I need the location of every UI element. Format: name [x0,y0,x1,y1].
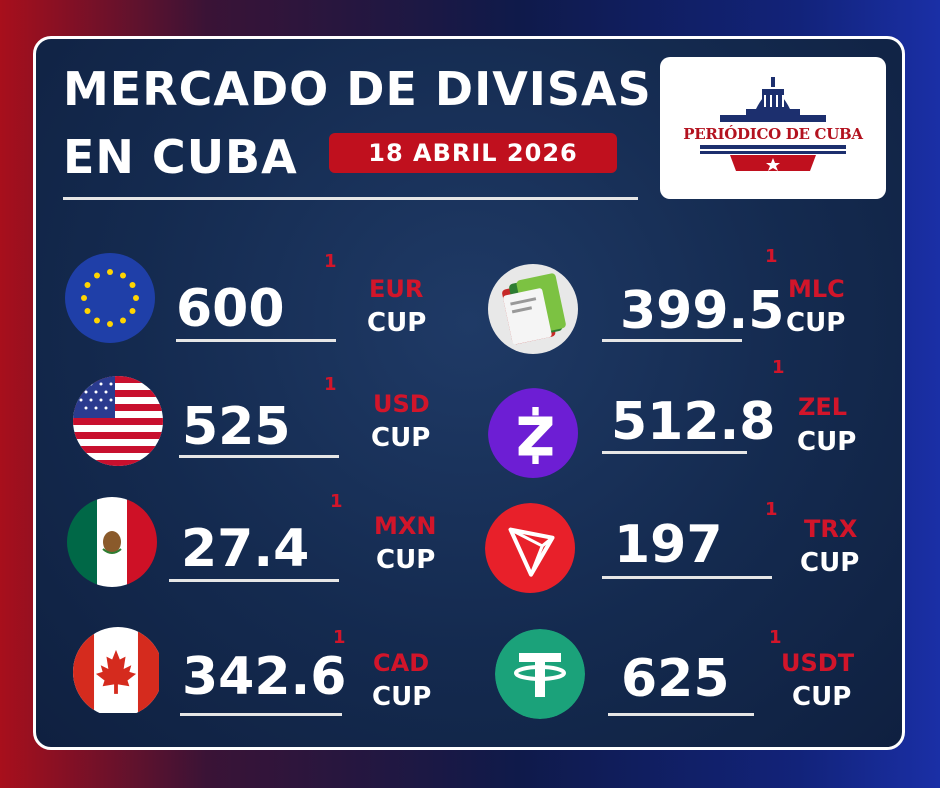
page-title-line2: EN CUBA [63,130,298,184]
mlc-rate-value: 399.5 [620,281,785,341]
eur-rate-value: 600 [176,279,285,339]
usdt-code: USDT [781,649,855,677]
mxn-code: MXN [374,512,437,540]
cad-marker: 1 [333,627,346,648]
usdt-marker: 1 [769,627,782,648]
periodico-de-cuba-logo: PERIÓDICO DE CUBA [660,57,886,199]
page-title-line1: MERCADO DE DIVISAS [63,62,652,116]
zel-marker: 1 [772,357,785,378]
eur-marker: 1 [324,251,337,272]
zel-unit: CUP [797,427,857,457]
trx-marker: 1 [765,499,778,520]
usdt-underline [608,713,754,716]
canada-flag-icon [73,627,163,717]
zel-underline [602,451,747,454]
trx-code: TRX [804,515,858,543]
cad-unit: CUP [372,682,432,712]
usd-unit: CUP [371,423,431,453]
zel-rate-value: 512.8 [611,392,776,452]
mxn-unit: CUP [376,545,436,575]
tether-icon [495,629,585,719]
mlc-code: MLC [788,275,845,303]
cad-rate-value: 342.6 [182,647,347,707]
usd-rate-value: 525 [182,397,291,457]
mxn-rate-value: 27.4 [181,519,310,579]
logo-text: PERIÓDICO DE CUBA [683,125,863,143]
mexico-flag-icon [67,497,157,587]
usa-flag-icon [73,376,163,466]
zelle-icon [488,388,578,478]
eu-flag-icon [65,253,155,343]
eur-underline [176,339,336,342]
date-badge: 18 ABRIL 2026 [329,133,617,173]
usdt-rate-value: 625 [621,649,730,709]
usd-underline [179,455,339,458]
mxn-marker: 1 [330,491,343,512]
mlc-underline [602,339,742,342]
usd-marker: 1 [324,374,337,395]
mxn-underline [169,579,339,582]
title-divider [63,197,638,200]
trx-rate-value: 197 [614,515,723,575]
currency-panel: MERCADO DE DIVISAS EN CUBA 18 ABRIL 2026… [33,36,905,750]
tron-icon [485,503,575,593]
cad-underline [180,713,342,716]
trx-underline [602,576,772,579]
zel-code: ZEL [798,393,848,421]
eur-code: EUR [369,275,424,303]
eur-unit: CUP [367,308,427,338]
capitol-icon [700,77,846,171]
trx-unit: CUP [800,548,860,578]
mlc-marker: 1 [765,246,778,267]
cad-code: CAD [373,649,430,677]
mlc-cards-icon [488,264,578,354]
usdt-unit: CUP [792,682,852,712]
usd-code: USD [373,390,430,418]
mlc-unit: CUP [786,308,846,338]
